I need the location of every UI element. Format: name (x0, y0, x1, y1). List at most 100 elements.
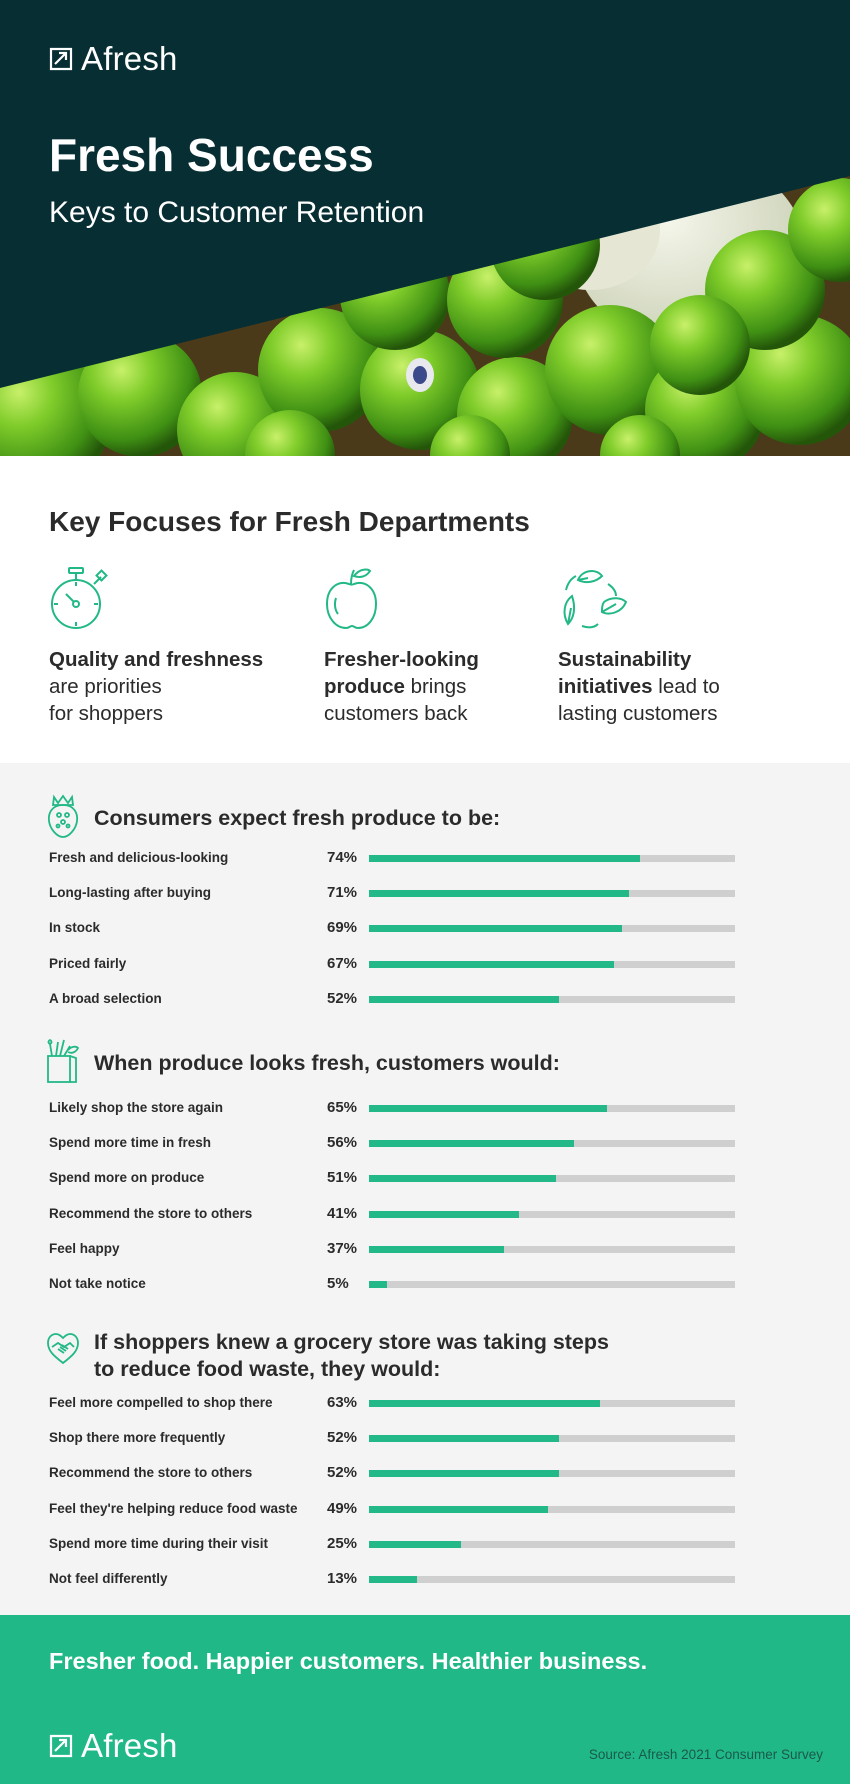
bar-track (369, 1245, 735, 1253)
chart-1-row: Fresh and delicious-looking 74% (49, 848, 735, 868)
focus-quality-bold: Quality and freshness (49, 648, 264, 671)
bar-category-label: Recommend the store to others (49, 1205, 253, 1221)
bar-fill (369, 1175, 556, 1183)
chart-3-row: Recommend the store to others 52% (49, 1463, 735, 1483)
footer-tagline: Fresher food. Happier customers. Healthi… (49, 1648, 648, 1674)
bar-category-label: Spend more time during their visit (49, 1535, 269, 1551)
bar-fill (369, 995, 560, 1003)
bar-value-label: 49% (327, 1499, 358, 1517)
bar-fill (369, 925, 622, 933)
bar-track (369, 1140, 735, 1148)
chart-2-row: Not take notice 5% (49, 1274, 735, 1294)
bar-value-label: 65% (327, 1099, 358, 1116)
bar-category-label: Recommend the store to others (49, 1465, 253, 1481)
bar-value-label: 5% (327, 1275, 349, 1292)
bar-category-label: Spend more time in fresh (49, 1135, 212, 1151)
bar-value-label: 25% (327, 1534, 358, 1552)
page-title: Fresh Success (49, 129, 374, 181)
focus-quality-text-2: for shoppers (49, 702, 163, 725)
chart-3-header: If shoppers knew a grocery store was tak… (46, 1329, 609, 1383)
bar-fill (369, 960, 615, 968)
focus-sustain-text-1: lead to (658, 675, 720, 698)
bar-track (369, 1576, 735, 1583)
chart-2-row: Spend more time in fresh 56% (49, 1133, 735, 1153)
bar-fill (369, 1540, 461, 1548)
stopwatch-icon (51, 567, 108, 629)
chart-3-row: Shop there more frequently 52% (49, 1428, 735, 1448)
bar-track (369, 1281, 735, 1288)
bar-value-label: 13% (327, 1570, 358, 1587)
bar-track (369, 1105, 735, 1112)
heart-handshake-icon (47, 1333, 79, 1365)
footer-brand-logo[interactable]: Afresh (49, 1727, 178, 1765)
chart-3-row: Not feel differently 13% (49, 1569, 735, 1589)
bar-track (369, 1505, 735, 1513)
bar-value-label: 63% (327, 1394, 358, 1411)
bar-fill (369, 1105, 607, 1112)
bar-category-label: Priced fairly (49, 955, 127, 971)
chart-1-row: Priced fairly 67% (49, 954, 735, 974)
bar-fill (369, 1281, 388, 1288)
bar-category-label: Long-lasting after buying (49, 885, 211, 901)
hero-dark-overlay (0, 0, 850, 388)
bar-value-label: 69% (327, 919, 358, 937)
bar-value-label: 37% (327, 1239, 358, 1257)
bar-category-label: Not feel differently (49, 1571, 168, 1586)
chart-3-title-line-2: to reduce food waste, they would: (94, 1357, 441, 1381)
bar-category-label: Feel happy (49, 1240, 120, 1256)
focus-sustain-text-2: lasting customers (558, 702, 718, 725)
chart-1-row: Long-lasting after buying 71% (49, 883, 735, 903)
bar-category-label: Likely shop the store again (49, 1100, 224, 1115)
bar-track (369, 925, 735, 933)
chart-2-title: When produce looks fresh, customers woul… (94, 1051, 560, 1075)
bar-fill (369, 1576, 417, 1583)
bar-value-label: 41% (327, 1204, 358, 1222)
apple-icon (325, 568, 378, 630)
bar-fill (369, 1505, 549, 1513)
bar-track (369, 1540, 735, 1548)
focus-item-fresher: Fresher-looking produce brings customers… (324, 566, 479, 727)
bar-fill (369, 1140, 574, 1148)
strawberry-icon (47, 794, 79, 838)
bar-fill (369, 1245, 505, 1253)
bar-fill (369, 890, 629, 898)
chart-3-row: Spend more time during their visit 25% (49, 1534, 735, 1554)
bar-track (369, 1175, 735, 1183)
chart-3-title-line-1: If shoppers knew a grocery store was tak… (94, 1330, 609, 1354)
chart-1-title: Consumers expect fresh produce to be: (94, 806, 501, 830)
chart-3-row: Feel they're helping reduce food waste 49… (49, 1499, 735, 1519)
focus-item-sustainability: Sustainability initiatives lead to lasti… (558, 566, 720, 727)
grocery-bag-icon (47, 1038, 80, 1083)
bar-category-label: Fresh and delicious-looking (49, 850, 229, 865)
recycle-leaves-icon (563, 570, 628, 629)
brand-logo[interactable]: Afresh (49, 40, 178, 78)
survey-stats-section: Consumers expect fresh produce to be: Fr… (0, 763, 850, 1615)
focus-quality-text-1: are priorities (49, 675, 162, 698)
bar-value-label: 56% (327, 1134, 358, 1152)
bar-track (369, 1210, 735, 1218)
bar-category-label: Feel more compelled to shop there (49, 1395, 273, 1410)
bar-track (369, 995, 735, 1003)
bar-fill (369, 855, 640, 862)
bar-category-label: In stock (49, 920, 101, 936)
footer-brand-name: Afresh (81, 1727, 178, 1764)
bar-track (369, 1470, 735, 1478)
bar-fill (369, 1400, 600, 1407)
bar-track (369, 1435, 735, 1443)
bar-fill (369, 1470, 560, 1478)
focus-sustain-bold-2: initiatives (558, 675, 653, 698)
bar-category-label: Not take notice (49, 1276, 146, 1291)
bar-fill (369, 1210, 520, 1218)
bar-value-label: 51% (327, 1169, 358, 1187)
focus-fresher-text-2: customers back (324, 702, 468, 725)
bar-track (369, 855, 735, 862)
bar-track (369, 1400, 735, 1407)
focus-fresher-bold-2: produce (324, 675, 405, 698)
bar-value-label: 71% (327, 884, 358, 902)
chart-2-row: Feel happy 37% (49, 1239, 735, 1259)
hero-banner: Afresh Fresh Success Keys to Customer Re… (0, 0, 850, 456)
chart-1-row: In stock 69% (49, 918, 735, 938)
afresh-logo-icon (49, 1734, 73, 1758)
focus-fresher-bold-1: Fresher-looking (324, 648, 479, 671)
bar-value-label: 52% (327, 1464, 358, 1482)
